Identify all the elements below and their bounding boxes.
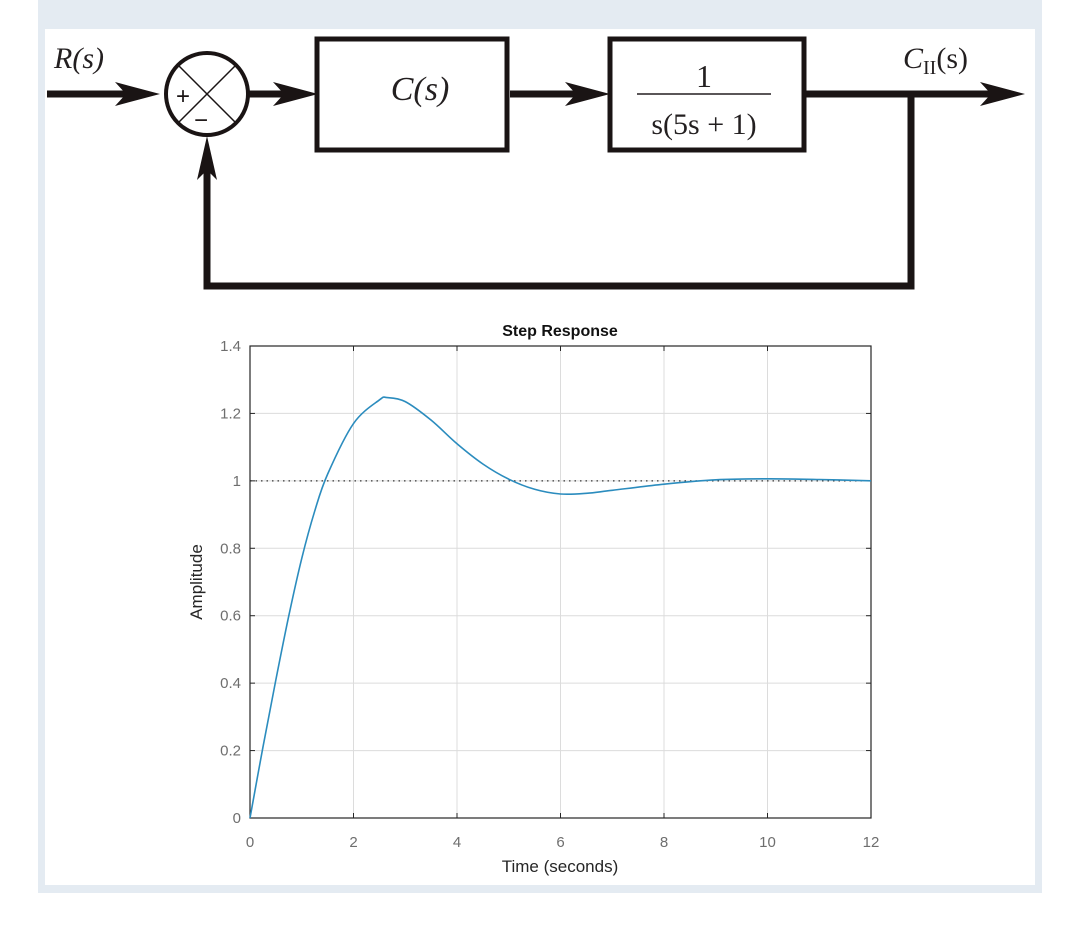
y-tick-label: 0.2 xyxy=(220,743,241,760)
x-axis-label: Time (seconds) xyxy=(502,857,619,876)
axis-ticks: 0 2 4 6 8 10 12 0 0.2 0.4 0.6 0.8 1 1.2 1.4 xyxy=(220,338,879,851)
error-signal-arrow xyxy=(248,82,318,106)
input-label: R(s) xyxy=(53,42,104,75)
x-tick-label: 0 xyxy=(246,834,254,851)
plant-block: 1 s(5s + 1) xyxy=(607,36,807,153)
y-tick-label: 1.2 xyxy=(220,405,241,422)
feedback-path xyxy=(197,94,915,290)
step-response-curve xyxy=(249,396,872,819)
controller-block: C(s) xyxy=(314,36,510,153)
chart-title: Step Response xyxy=(502,323,618,340)
plant-denominator: s(5s + 1) xyxy=(651,108,756,141)
x-tick-label: 12 xyxy=(863,834,880,851)
y-tick-label: 1 xyxy=(233,473,241,490)
x-tick-label: 4 xyxy=(453,834,461,851)
x-tick-label: 2 xyxy=(349,834,357,851)
y-axis-label: Amplitude xyxy=(187,544,206,620)
y-tick-label: 1.4 xyxy=(220,338,241,355)
summing-junction: + − xyxy=(164,51,250,137)
y-tick-label: 0.8 xyxy=(220,540,241,557)
controller-label: C(s) xyxy=(391,71,450,108)
y-tick-label: 0 xyxy=(233,810,241,827)
output-label: CII(s) xyxy=(903,42,968,79)
chart-grid xyxy=(249,345,872,819)
control-signal-arrow xyxy=(510,82,610,106)
output-signal-arrow xyxy=(806,82,1025,106)
x-tick-label: 8 xyxy=(660,834,668,851)
y-tick-label: 0.6 xyxy=(220,608,241,625)
plus-sign: + xyxy=(176,83,190,110)
plant-numerator: 1 xyxy=(696,58,712,94)
x-tick-label: 6 xyxy=(556,834,564,851)
x-tick-label: 10 xyxy=(759,834,776,851)
input-signal-arrow xyxy=(47,82,160,106)
y-tick-label: 0.4 xyxy=(220,675,241,692)
minus-sign: − xyxy=(194,107,208,134)
